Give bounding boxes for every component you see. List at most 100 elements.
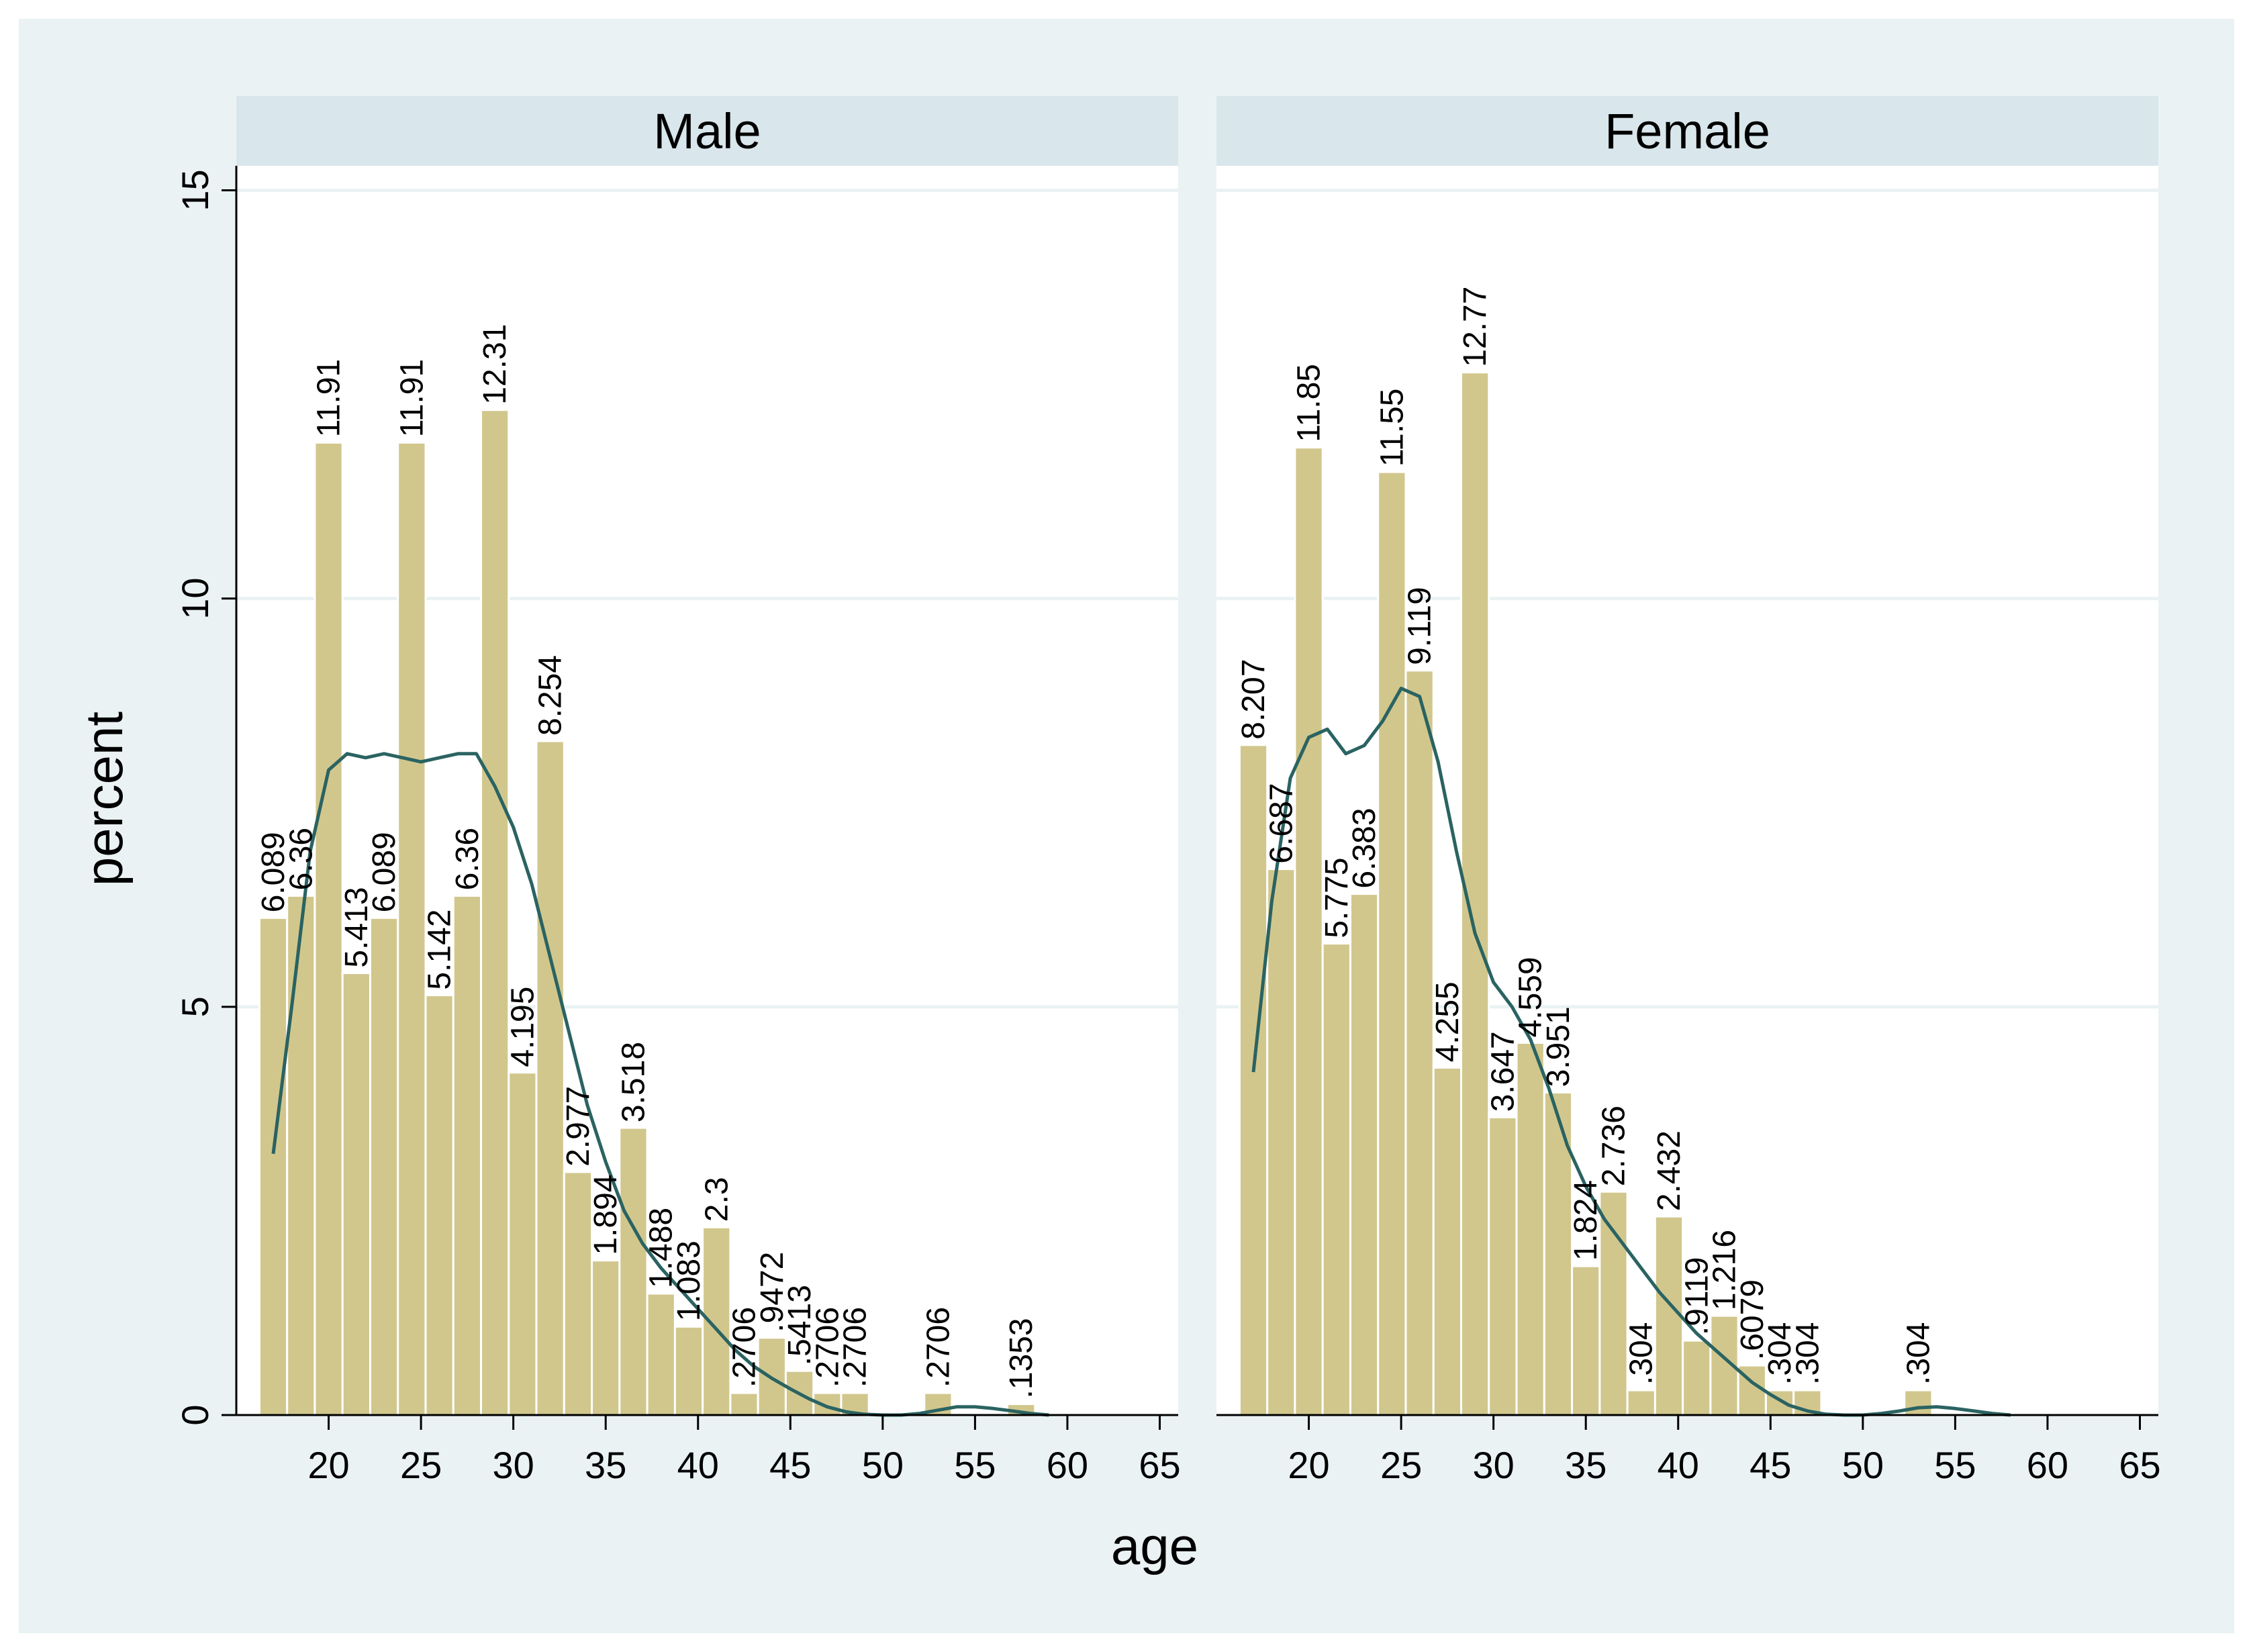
histogram-bar	[314, 441, 344, 1416]
histogram-bar	[563, 1171, 593, 1416]
facet-strip	[1216, 96, 2158, 166]
x-tick-label: 20	[1288, 1444, 1329, 1486]
x-tick-label: 65	[2119, 1444, 2160, 1486]
x-tick-label: 25	[1380, 1444, 1422, 1486]
x-tick-label: 45	[1749, 1444, 1791, 1486]
bar-value-label: 2.977	[561, 1086, 596, 1167]
histogram-bar	[480, 409, 510, 1416]
bar-value-label: 5.142	[422, 909, 458, 989]
bar-value-label: 6.089	[256, 832, 291, 912]
x-tick-label: 65	[1139, 1444, 1180, 1486]
bar-value-label: 6.36	[283, 828, 319, 890]
histogram-bar	[258, 916, 289, 1416]
x-tick-label: 50	[862, 1444, 904, 1486]
histogram-bar	[452, 894, 483, 1416]
bar-value-label: 1.488	[644, 1208, 679, 1288]
bar-value-label: .6079	[1735, 1279, 1770, 1360]
histogram-bar	[1266, 868, 1296, 1416]
histogram-bar	[1682, 1339, 1712, 1416]
x-tick-label: 60	[1047, 1444, 1088, 1486]
x-tick-label: 30	[1472, 1444, 1514, 1486]
bar-value-label: 2.736	[1596, 1106, 1632, 1186]
panels: Male6.0896.3611.915.4136.08911.915.1426.…	[174, 96, 2161, 1486]
histogram-bar	[729, 1392, 759, 1416]
x-tick-label: 55	[954, 1444, 996, 1486]
x-tick-label: 50	[1842, 1444, 1884, 1486]
histogram-bar	[1571, 1265, 1601, 1416]
bar-value-label: .304	[1624, 1322, 1660, 1385]
density-curve	[1251, 687, 2011, 1417]
x-tick-label: 20	[307, 1444, 349, 1486]
histogram-bar	[591, 1259, 621, 1416]
histogram-bar	[1903, 1389, 1933, 1416]
x-tick-label: 60	[2027, 1444, 2068, 1486]
y-tick-label: 10	[174, 578, 216, 620]
histogram-bar	[1653, 1215, 1684, 1416]
bar-value-label: 1.216	[1707, 1230, 1743, 1310]
bar-value-label: 8.254	[533, 655, 569, 736]
bar-value-label: .2706	[920, 1307, 956, 1388]
histogram-bar	[1432, 1066, 1463, 1416]
bar-value-label: .2706	[810, 1307, 845, 1388]
y-tick-label: 0	[174, 1404, 216, 1425]
histogram-bar	[286, 894, 316, 1416]
bar-value-label: .304	[1762, 1322, 1798, 1385]
bar-value-label: 8.207	[1236, 659, 1272, 740]
bar-value-label: 5.413	[339, 887, 375, 967]
bar-value-label: .9472	[755, 1252, 790, 1332]
x-tick-label: 40	[677, 1444, 719, 1486]
bar-value-label: 11.85	[1292, 364, 1327, 442]
bar-value-label: 2.432	[1651, 1130, 1687, 1211]
bar-value-label: 3.518	[616, 1042, 652, 1122]
bar-value-label: .304	[1790, 1322, 1825, 1385]
x-tick-label: 55	[1934, 1444, 1976, 1486]
bar-value-label: .2706	[838, 1307, 873, 1388]
y-tick-label: 15	[174, 169, 216, 211]
bar-value-label: .5413	[782, 1285, 818, 1365]
bar-value-label: 3.647	[1485, 1031, 1521, 1112]
y-axis-title: percent	[75, 712, 134, 886]
bar-value-label: 4.195	[505, 987, 540, 1067]
bar-value-label: 3.951	[1541, 1006, 1576, 1087]
histogram-bar	[424, 994, 454, 1416]
facet-title: Female	[1604, 103, 1770, 159]
bar-value-label: .9119	[1679, 1257, 1715, 1336]
histogram-bar	[369, 916, 399, 1416]
bar-value-label: 4.255	[1430, 981, 1466, 1062]
x-tick-label: 35	[1565, 1444, 1607, 1486]
bar-value-label: 6.089	[367, 832, 402, 912]
bar-value-label: 5.775	[1319, 857, 1355, 938]
histogram-bar	[1349, 893, 1380, 1416]
panel-male: Male6.0896.3611.915.4136.08911.915.1426.…	[174, 96, 1181, 1486]
bar-value-label: .1353	[1004, 1318, 1039, 1398]
histogram-bar	[1626, 1389, 1656, 1416]
bar-value-label: 11.55	[1374, 389, 1410, 467]
histogram-bar	[535, 740, 565, 1416]
bar-value-label: .304	[1901, 1322, 1936, 1385]
x-tick-label: 35	[585, 1444, 626, 1486]
facet-title: Male	[653, 103, 761, 159]
x-tick-label: 25	[400, 1444, 442, 1486]
bar-value-label: 6.687	[1263, 783, 1299, 863]
bar-value-label: 11.91	[311, 359, 347, 438]
bar-value-label: 1.083	[671, 1241, 707, 1321]
bar-value-label: 12.31	[477, 324, 513, 405]
histogram-bar	[673, 1325, 704, 1416]
bar-value-label: 9.119	[1402, 587, 1438, 665]
y-tick-label: 5	[174, 996, 216, 1017]
bar-value-label: 4.559	[1513, 957, 1549, 1037]
histogram-bar	[1294, 446, 1324, 1416]
x-tick-label: 30	[492, 1444, 534, 1486]
bar-value-label: 1.894	[588, 1174, 624, 1255]
histogram-bar	[1321, 942, 1351, 1416]
x-axis-title: age	[1111, 1516, 1198, 1575]
histogram-bar	[341, 972, 371, 1416]
bar-value-label: .2706	[727, 1307, 763, 1388]
histogram-bar	[397, 441, 427, 1416]
x-tick-label: 45	[769, 1444, 811, 1486]
histogram-bar	[508, 1071, 538, 1416]
bar-value-label: 1.824	[1568, 1180, 1604, 1261]
bar-value-label: 6.383	[1347, 808, 1382, 888]
